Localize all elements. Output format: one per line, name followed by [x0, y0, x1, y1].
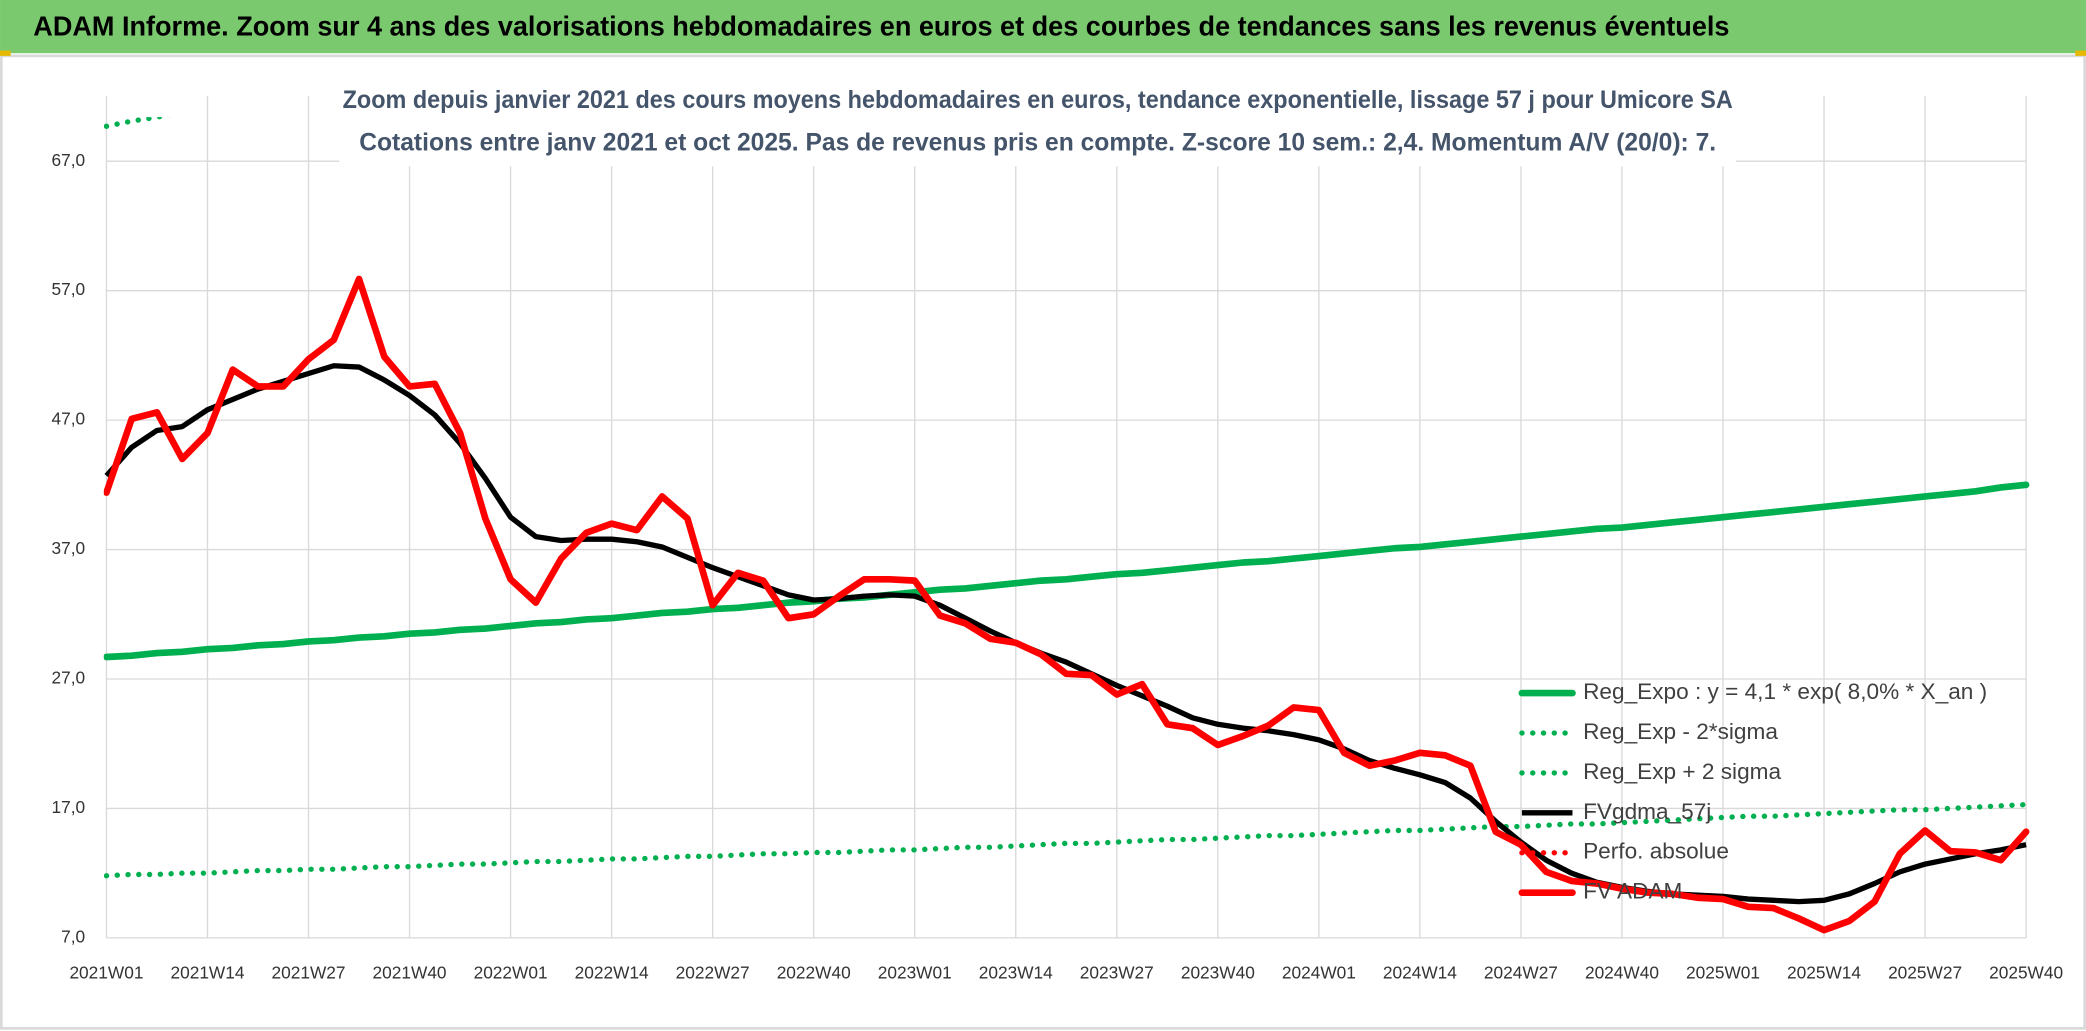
x-tick-label: 2021W14 [170, 962, 244, 982]
page-title: ADAM Informe. Zoom sur 4 ans des valoris… [33, 10, 1729, 41]
x-tick-label: 2022W01 [474, 962, 548, 982]
x-tick-label: 2024W27 [1484, 962, 1558, 982]
legend-label: Perfo. absolue [1583, 839, 1729, 864]
y-tick-label: 67,0 [52, 150, 86, 170]
chart-subtitle: Zoom depuis janvier 2021 des cours moyen… [343, 86, 1733, 114]
legend-label: Reg_Exp - 2*sigma [1583, 719, 1778, 744]
header-bar [0, 0, 2086, 54]
y-tick-label: 47,0 [52, 409, 86, 429]
x-tick-label: 2022W40 [777, 962, 851, 982]
header-accent [0, 50, 11, 56]
x-tick-label: 2025W14 [1787, 962, 1861, 982]
x-tick-label: 2023W27 [1080, 962, 1154, 982]
legend-label: Reg_Exp + 2 sigma [1583, 759, 1781, 784]
x-tick-label: 2024W40 [1585, 962, 1659, 982]
x-tick-label: 2023W01 [878, 962, 952, 982]
header-accent [2075, 50, 2086, 56]
series-line [103, 801, 2029, 879]
x-tick-label: 2021W27 [272, 962, 346, 982]
x-tick-label: 2023W40 [1181, 962, 1255, 982]
x-tick-label: 2022W27 [676, 962, 750, 982]
x-tick-label: 2024W14 [1383, 962, 1457, 982]
subtitle-box [339, 77, 1737, 167]
y-tick-label: 37,0 [52, 538, 86, 558]
chart-subtitle: Cotations entre janv 2021 et oct 2025. P… [359, 128, 1716, 156]
legend-label: FVgdma_57j [1583, 799, 1711, 824]
legend-label: Reg_Expo : y = 4,1 * exp( 8,0% * X_an ) [1583, 679, 1987, 704]
x-tick-label: 2025W40 [1989, 962, 2063, 982]
y-tick-label: 57,0 [52, 279, 86, 299]
x-tick-label: 2025W27 [1888, 962, 1962, 982]
x-tick-label: 2021W40 [373, 962, 447, 982]
series-line [103, 481, 2030, 661]
y-tick-label: 27,0 [52, 668, 86, 688]
x-tick-label: 2021W01 [69, 962, 143, 982]
x-tick-label: 2022W14 [575, 962, 649, 982]
x-tick-label: 2025W01 [1686, 962, 1760, 982]
series-line [103, 275, 2030, 934]
plot-frame [0, 54, 2086, 1030]
x-tick-label: 2023W14 [979, 962, 1053, 982]
y-tick-label: 17,0 [52, 797, 86, 817]
y-tick-label: 7,0 [61, 926, 85, 946]
legend-label: FV ADAM [1583, 879, 1682, 904]
x-tick-label: 2024W01 [1282, 962, 1356, 982]
